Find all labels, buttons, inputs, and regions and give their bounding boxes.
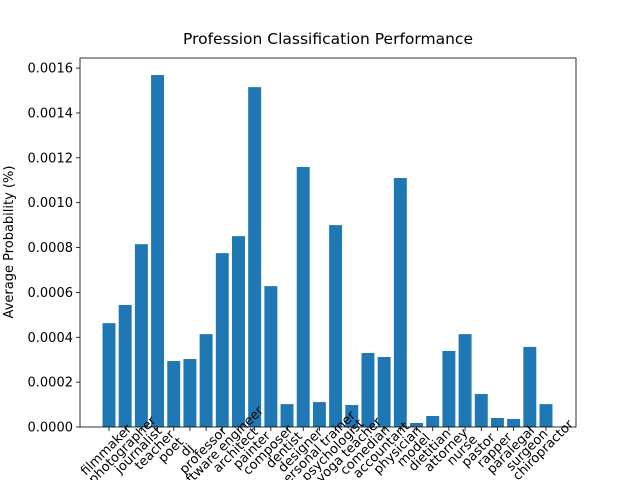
bar [393, 178, 407, 427]
y-tick-label: 0.0004 [28, 331, 74, 346]
bar [151, 75, 165, 427]
bar [377, 357, 391, 427]
bar [523, 346, 537, 427]
bar [232, 236, 245, 427]
bar [167, 361, 181, 427]
chart-title: Profession Classification Performance [183, 30, 473, 48]
bar [458, 334, 472, 427]
bar [248, 87, 262, 427]
y-tick-label: 0.0006 [28, 286, 74, 301]
y-tick-label: 0.0014 [28, 106, 74, 121]
bar [329, 225, 343, 427]
bar [410, 422, 423, 427]
bar [507, 418, 521, 427]
y-tick-label: 0.0000 [28, 421, 74, 436]
bar [361, 352, 375, 427]
bar [134, 244, 148, 427]
bar [102, 323, 116, 427]
y-tick-label: 0.0012 [28, 151, 74, 166]
bar [215, 253, 229, 427]
bar [183, 359, 197, 427]
bar [280, 404, 294, 427]
bar [199, 334, 213, 427]
bar [474, 394, 488, 427]
bar [296, 167, 310, 427]
bar [264, 286, 278, 427]
bar [345, 405, 359, 427]
bar [490, 418, 504, 427]
y-tick-label: 0.0010 [28, 196, 74, 211]
y-tick-label: 0.0002 [28, 376, 74, 391]
y-axis-label: Average Probability (%) [2, 166, 17, 319]
bar [442, 350, 456, 427]
bar [118, 304, 132, 427]
y-tick-label: 0.0016 [28, 62, 74, 77]
axes-frame [79, 57, 577, 428]
y-tick-label: 0.0008 [28, 241, 74, 256]
bar [539, 404, 553, 427]
bar [312, 402, 326, 427]
bar [426, 416, 440, 427]
